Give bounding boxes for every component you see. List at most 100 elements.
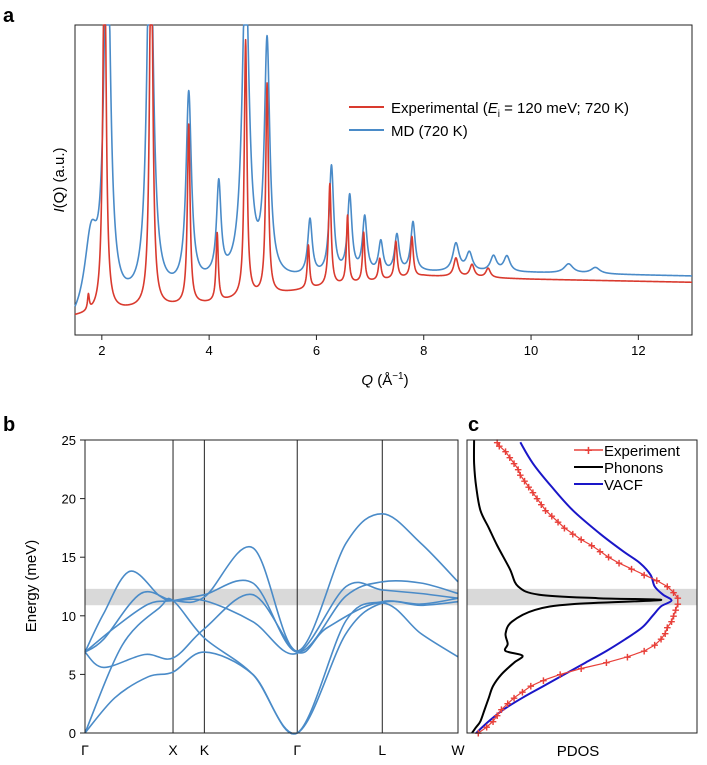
experiment-marker-32: + [588,538,596,553]
a-x-tick-label-10: 10 [524,343,538,358]
panel-b-y-axis-label: Energy (meV) [23,540,40,633]
b-y-tick-label-20: 20 [62,492,76,507]
b-y-tick-label-10: 10 [62,609,76,624]
experiment-marker-19: + [668,614,676,629]
a-x-tick-label-6: 6 [313,343,320,358]
phonon-branch-5 [84,597,459,735]
experiment-marker-21: + [672,602,680,617]
experiment-marker-28: + [628,561,636,576]
kpoint-label-1: X [168,742,178,758]
experiment-marker-42: + [525,479,533,494]
legend-label-vacf: VACF [604,477,643,494]
experiment-marker-5: + [504,696,512,711]
experiment-marker-43: + [521,474,529,489]
experiment-marker-11: + [577,661,585,676]
experiment-marker-20: + [670,608,678,623]
phonon-branch-3 [84,579,459,653]
b-y-tick-label-0: 0 [69,726,76,741]
a-x-tick-label-4: 4 [206,343,213,358]
experiment-marker-23: + [674,591,682,606]
legend-label-phonons: Phonons [604,460,663,477]
experiment-marker-24: + [670,585,678,600]
panel-b-frame [84,439,459,734]
experiment-marker-7: + [519,684,527,699]
experiment-marker-10: + [556,667,564,682]
experiment-marker-1: + [483,720,491,735]
b-y-tick-label-15: 15 [62,550,76,565]
experiment-marker-34: + [569,526,577,541]
experiment-marker-2: + [489,714,497,729]
experiment-marker-41: + [529,485,537,500]
a-x-tick-label-8: 8 [420,343,427,358]
experiment-marker-40: + [533,491,541,506]
a-x-tick-label-2: 2 [98,343,105,358]
experiment-marker-3: + [493,708,501,723]
kpoint-label-5: W [451,742,465,758]
panel-c-x-axis-label: PDOS [557,743,600,760]
experiment-marker-26: + [653,573,661,588]
experiment-marker-27: + [640,567,648,582]
series-experimental-line [74,24,693,316]
phonon-branch-6 [84,597,459,735]
experiment-marker-17: + [661,626,669,641]
b-y-tick-label-5: 5 [69,667,76,682]
experiment-marker-45: + [514,462,522,477]
panel-c-chart: + ++++++ + + + + + + + + +++++++++++++++++++++++++… [466,435,698,760]
a-x-tick-label-12: 12 [631,343,645,358]
experiment-marker-4: + [498,702,506,717]
phonon-branch-1 [84,570,459,655]
experiment-marker-38: + [542,503,550,518]
experiment-marker-39: + [538,497,546,512]
experiment-marker-50: + [493,435,501,450]
panel-a-y-axis-label: I(Q) (a.u.) [51,147,68,212]
experiment-marker-6: + [510,690,518,705]
panel-label-b: b [3,414,15,436]
series-md-line [74,24,693,307]
experiment-marker-13: + [624,649,632,664]
legend-label-experimental: Experimental (Ei = 120 meV; 720 K) [391,100,629,120]
kpoint-label-4: L [378,742,386,758]
experiment-marker-29: + [615,556,623,571]
kpoint-label-0: Γ [81,742,89,758]
panel-b-ticks: 0 5 10 15 20 25 Γ X K Γ L W [62,433,466,758]
experiment-marker-33: + [577,532,585,547]
panel-a-frame [74,24,693,336]
experiment-marker-44: + [517,468,525,483]
panel-c-series: + ++++++ + + + + + + + + +++++++++++++++++++++++++… [471,435,682,741]
experiment-marker-46: + [510,456,518,471]
experiment-marker-48: + [502,444,510,459]
experiment-marker-22: + [674,597,682,612]
panel-a-x-ticks: 2 4 6 8 10 12 [98,335,646,358]
experiment-marker-30: + [605,550,613,565]
panel-c-legend: + Experiment Phonons VACF [574,442,681,494]
series-phonons-line [471,439,663,734]
experiment-marker-31: + [596,544,604,559]
panel-a-chart: 2 4 6 8 10 12 Q (Å−1) I(Q) (a.u.) Experimenta… [51,24,693,389]
legend-label-experiment: Experiment [604,443,681,460]
experiment-marker-35: + [561,520,569,535]
experiment-marker-36: + [554,515,562,530]
experiment-marker-37: + [548,509,556,524]
experiment-marker-47: + [506,450,514,465]
series-experiment-line [477,441,679,734]
panel-label-a: a [3,5,15,27]
kpoint-label-3: Γ [293,742,301,758]
b-y-tick-label-25: 25 [62,433,76,448]
panel-b-kpoint-lines [172,440,383,733]
legend-marker-experiment: + [584,442,592,458]
experiment-marker-12: + [603,655,611,670]
experiment-marker-8: + [527,679,535,694]
experiment-marker-49: + [496,438,504,453]
experiment-marker-9: + [540,673,548,688]
experiment-marker-16: + [657,632,665,647]
phonon-branch-2 [84,512,459,653]
panel-a-legend: Experimental (Ei = 120 meV; 720 K) MD (7… [349,100,629,140]
kpoint-label-2: K [200,742,210,758]
panel-c-frame [466,439,698,734]
panel-a-series [74,24,693,316]
experiment-marker-15: + [651,638,659,653]
panel-label-c: c [468,414,479,436]
panel-a-x-axis-label: Q (Å−1) [361,371,408,389]
panel-b-branches [84,512,459,735]
